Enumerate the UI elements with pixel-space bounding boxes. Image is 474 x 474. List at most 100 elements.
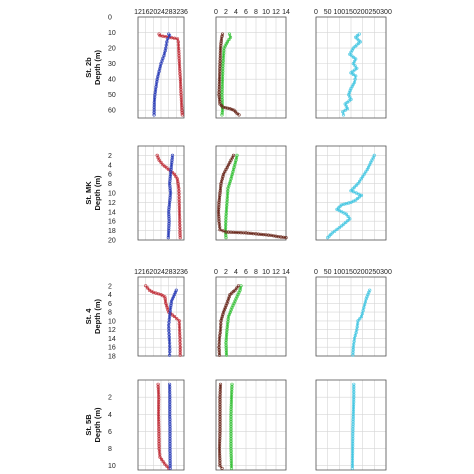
data-point <box>165 464 169 468</box>
panel-frame <box>215 145 287 241</box>
data-point <box>146 286 150 290</box>
data-point <box>362 306 366 310</box>
panel-temperature <box>137 145 185 241</box>
depth-tick-label: 60 <box>108 108 116 115</box>
data-point <box>356 182 360 186</box>
station-label: St. 2bDepth (m) <box>84 50 102 85</box>
data-point <box>226 163 231 167</box>
data-point <box>157 158 161 162</box>
data-point <box>168 344 172 348</box>
data-point <box>344 220 348 224</box>
data-point <box>166 236 170 240</box>
x-tick-label: 0 <box>314 269 318 276</box>
data-point <box>364 297 368 301</box>
data-point <box>236 284 241 288</box>
depth-tick-label: 14 <box>108 336 116 343</box>
profile-line <box>351 384 355 469</box>
data-point <box>220 113 224 117</box>
data-point <box>177 192 181 196</box>
x-tick-label: 200 <box>357 269 369 276</box>
data-point <box>349 97 353 101</box>
panel-turbidity <box>215 145 288 241</box>
depth-tick-label: 2 <box>108 283 112 290</box>
data-point <box>218 228 222 232</box>
x-tick-label: 250 <box>368 9 380 16</box>
data-point <box>359 177 363 181</box>
data-point <box>345 107 350 111</box>
panel-frame <box>315 145 387 241</box>
x-tick-label: 12 <box>272 9 280 16</box>
depth-tick-label: 20 <box>108 46 116 53</box>
data-point <box>161 460 165 464</box>
data-point <box>178 353 182 357</box>
data-point <box>358 179 362 183</box>
data-point <box>361 175 365 179</box>
data-point <box>356 196 360 201</box>
data-point <box>354 191 358 195</box>
depth-tick-label: 6 <box>108 172 112 179</box>
data-point <box>163 299 168 303</box>
depth-tick-label: 6 <box>108 429 112 436</box>
data-point <box>178 236 182 240</box>
data-point <box>343 108 347 112</box>
x-tick-label: 32 <box>172 9 180 16</box>
x-tick-label: 300 <box>380 9 392 16</box>
data-point <box>351 61 355 66</box>
data-point <box>177 319 181 323</box>
data-point <box>175 317 179 321</box>
data-point <box>161 34 165 38</box>
data-point <box>356 319 360 323</box>
profile-line <box>218 384 223 469</box>
data-point <box>170 36 174 40</box>
data-point <box>163 297 167 301</box>
data-point <box>176 40 180 44</box>
data-point <box>168 33 172 38</box>
data-point <box>167 326 171 330</box>
data-point <box>364 170 368 174</box>
x-tick-label: 50 <box>324 9 332 16</box>
data-point <box>160 457 164 462</box>
station-name: St. 4 <box>84 308 93 325</box>
data-point <box>351 353 355 357</box>
x-tick-label: 50 <box>324 269 332 276</box>
profile-line <box>221 33 232 115</box>
x-tick-label: 10 <box>262 9 270 16</box>
data-point <box>362 172 366 176</box>
station-label: St. 5BDepth (m) <box>84 407 102 442</box>
data-point <box>353 68 357 72</box>
data-point <box>337 209 341 213</box>
x-tick-label: 12 <box>272 269 280 276</box>
panel-frame <box>315 379 387 471</box>
data-point <box>227 37 231 42</box>
data-point <box>167 323 171 327</box>
depth-axis-title: Depth (m) <box>93 175 102 210</box>
depth-axis-title: Depth (m) <box>93 407 102 442</box>
profile-line <box>217 155 287 239</box>
data-point <box>225 206 229 210</box>
data-point <box>349 71 353 75</box>
data-point <box>340 224 344 228</box>
data-point <box>355 328 359 332</box>
panel-temperature: 12 16 20 24 28 32 36 <box>134 9 188 119</box>
panel-frame <box>137 276 185 357</box>
depth-tick-label: 8 <box>108 181 112 188</box>
data-point <box>358 317 362 321</box>
row-3: St. 5BDepth (m) 2 4 6 8 10 <box>84 379 387 471</box>
data-point <box>169 306 173 310</box>
x-tick-label: 28 <box>165 269 173 276</box>
data-point <box>358 195 362 199</box>
data-point <box>353 64 357 68</box>
station-label: St. 4Depth (m) <box>84 299 102 334</box>
depth-tick-label: 20 <box>108 238 116 245</box>
data-point <box>354 183 358 187</box>
data-point <box>225 165 229 169</box>
panel-temperature <box>137 379 185 471</box>
data-point <box>170 313 175 317</box>
profile-line <box>224 155 238 238</box>
station-name: St. 5B <box>84 414 93 436</box>
depth-tick-label: 12 <box>108 200 116 207</box>
depth-tick-label: 12 <box>108 327 116 334</box>
data-point <box>168 350 172 354</box>
x-tick-label: 250 <box>368 269 380 276</box>
data-point <box>352 336 357 341</box>
